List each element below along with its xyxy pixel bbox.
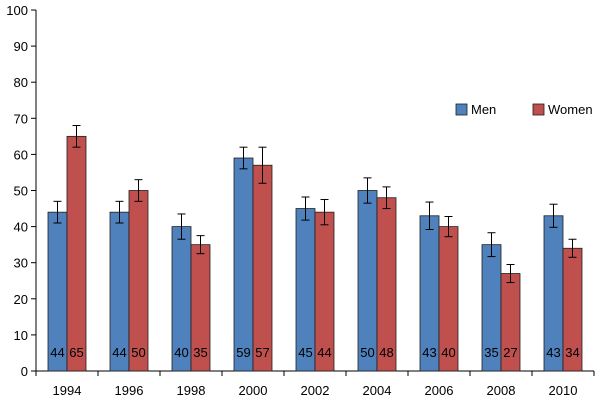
bar-women-2000 [252, 164, 273, 372]
legend-swatch-women [532, 103, 545, 116]
data-label: 27 [503, 345, 517, 360]
data-label: 34 [565, 345, 579, 360]
data-label: 45 [298, 345, 312, 360]
y-tick-label: 100 [6, 3, 28, 18]
y-tick-label: 90 [14, 39, 28, 54]
x-tick-label: 2000 [239, 383, 268, 398]
data-label: 57 [255, 345, 269, 360]
x-tick-label: 2004 [363, 383, 392, 398]
data-labels: 44 44 40 59 45 50 43 35 43 65 50 35 57 44 48 40 27 34 [50, 345, 579, 360]
y-tick-label: 70 [14, 111, 28, 126]
bar-men-2004 [357, 190, 378, 372]
bar-men-2000 [233, 157, 254, 372]
error-bars [53, 125, 577, 284]
bar-women-1996 [128, 190, 149, 372]
legend-label-men: Men [471, 102, 496, 117]
data-label: 48 [379, 345, 393, 360]
y-tick-label: 40 [14, 220, 28, 235]
x-tick-label: 2010 [549, 383, 578, 398]
x-tick-label: 2008 [487, 383, 516, 398]
data-label: 44 [317, 345, 331, 360]
data-label: 40 [441, 345, 455, 360]
data-label: 35 [193, 345, 207, 360]
data-label: 44 [112, 345, 126, 360]
y-tick-label: 20 [14, 292, 28, 307]
y-tick-label: 10 [14, 328, 28, 343]
legend-label-women: Women [548, 102, 593, 117]
data-label: 43 [546, 345, 560, 360]
y-tick-label: 80 [14, 75, 28, 90]
x-tick-label: 1996 [115, 383, 144, 398]
y-tick-label: 50 [14, 184, 28, 199]
x-tick-label: 2002 [301, 383, 330, 398]
data-label: 59 [236, 345, 250, 360]
y-tick-label: 0 [21, 364, 28, 379]
data-label: 50 [360, 345, 374, 360]
y-tick-label: 30 [14, 256, 28, 271]
data-label: 50 [131, 345, 145, 360]
x-tick-label: 1998 [177, 383, 206, 398]
x-tick-label: 2006 [425, 383, 454, 398]
x-axis: 1994 1996 1998 2000 2002 2004 2006 2008 2010 [35, 370, 595, 398]
data-label: 44 [50, 345, 64, 360]
data-label: 65 [69, 345, 83, 360]
x-tick-label: 1994 [53, 383, 82, 398]
data-label: 35 [484, 345, 498, 360]
bars [47, 135, 583, 372]
bar-women-1994 [66, 135, 87, 372]
y-tick-label: 60 [14, 147, 28, 162]
data-label: 40 [174, 345, 188, 360]
y-axis: 0 10 20 30 40 50 60 70 80 90 100 [6, 3, 37, 379]
legend-swatch-men [455, 103, 468, 116]
data-label: 43 [422, 345, 436, 360]
legend: Men Women [455, 102, 593, 117]
